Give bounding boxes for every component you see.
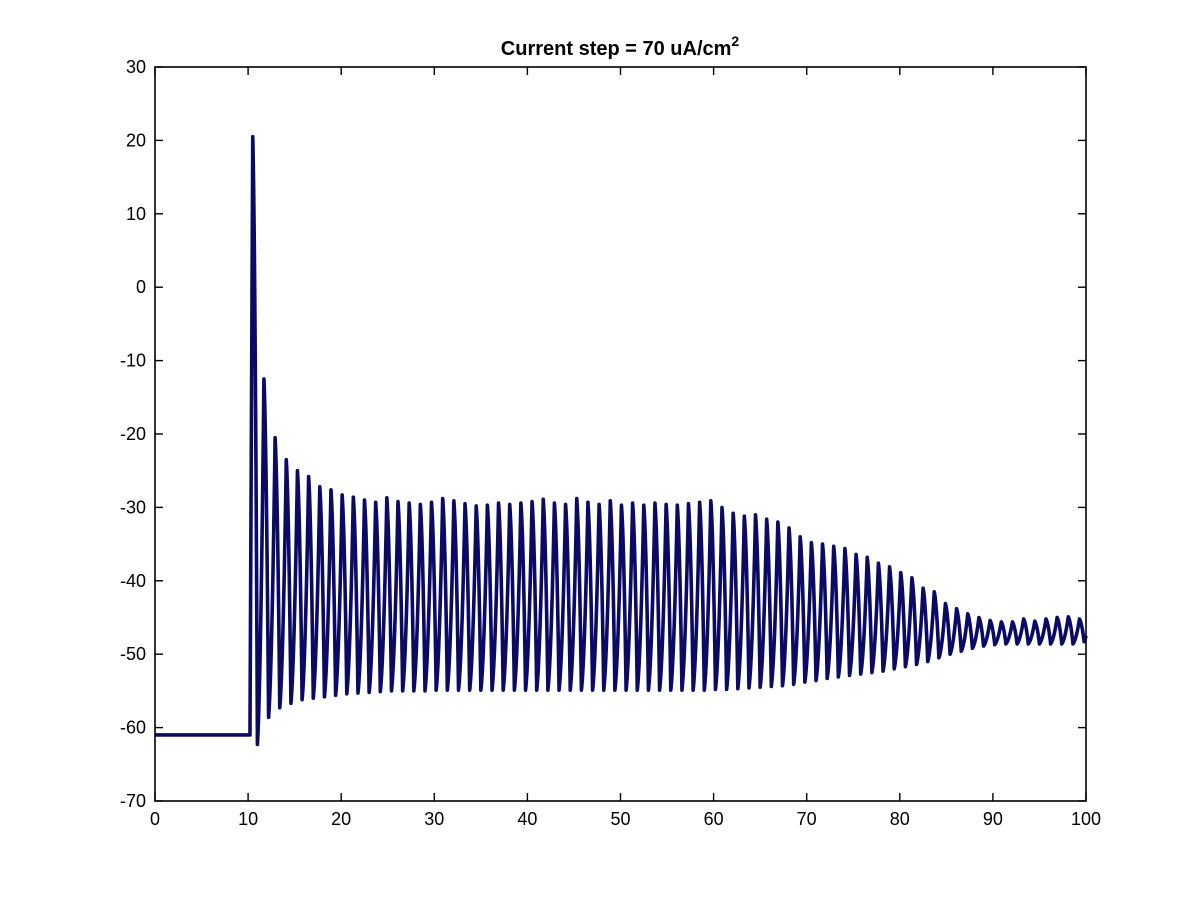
y-tick-label: 20	[126, 130, 146, 150]
y-tick-label: -10	[120, 351, 146, 371]
chart-title-main: Current step = 70 uA/cm	[501, 38, 732, 60]
plot-area: 0 10 20 30 40 50 60 70 80 90 100 3020100-10-20-30-…	[120, 57, 1101, 829]
y-tick-label: -50	[120, 644, 146, 664]
chart-title-superscript: 2	[731, 33, 739, 49]
y-tick-label: -70	[120, 791, 146, 811]
x-tick-label: 100	[1071, 809, 1101, 829]
y-tick-label: -30	[120, 497, 146, 517]
x-tick-label: 10	[238, 809, 258, 829]
axes-frame	[154, 66, 1087, 802]
x-tick-label: 80	[890, 809, 910, 829]
x-tick-label: 50	[610, 809, 630, 829]
y-tick-label: -60	[120, 718, 146, 738]
y-tick-label: -40	[120, 571, 146, 591]
chart-title: Current step = 70 uA/cm2	[501, 33, 740, 60]
x-tick-label: 90	[983, 809, 1003, 829]
x-tick-label: 70	[797, 809, 817, 829]
x-tick-label: 20	[331, 809, 351, 829]
x-axis-tick-labels: 0 10 20 30 40 50 60 70 80 90 100	[150, 809, 1101, 829]
y-tick-label: 30	[126, 57, 146, 77]
y-tick-label: -20	[120, 424, 146, 444]
x-tick-label: 0	[150, 809, 160, 829]
y-axis-tick-labels: 30 20 10 0 -10 -20 -30 -40 -50 -60 -70	[120, 57, 146, 811]
y-tick-label: 10	[126, 204, 146, 224]
y-tick-label: 0	[136, 277, 146, 297]
x-tick-label: 40	[517, 809, 537, 829]
series-line-membrane-potential	[155, 134, 1088, 747]
x-tick-label: 30	[424, 809, 444, 829]
x-tick-label: 60	[704, 809, 724, 829]
